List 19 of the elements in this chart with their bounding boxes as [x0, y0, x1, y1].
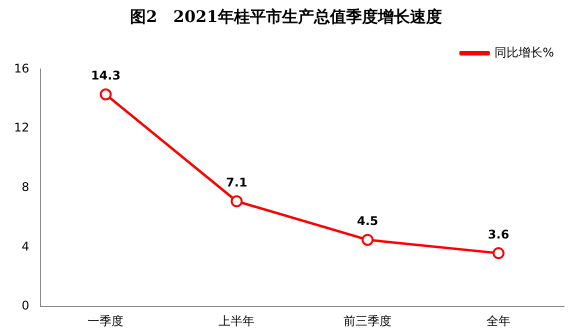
y-tick-label: 16	[14, 61, 30, 76]
point	[230, 195, 243, 208]
x-tick-label: 全年	[486, 314, 511, 328]
legend-label: 同比增长%	[494, 45, 554, 60]
data-label: 4.5	[356, 214, 378, 228]
point	[492, 247, 505, 260]
y-tick-label: 0	[22, 298, 30, 313]
y-tick-label: 8	[22, 180, 30, 194]
point	[100, 88, 112, 100]
x-tick-label: 前三季度	[344, 314, 392, 328]
data-label: 3.6	[488, 227, 510, 242]
y-tick-label: 4	[22, 239, 30, 254]
x-tick-label: 一季度	[88, 314, 124, 328]
x-tick-label: 上半年	[218, 314, 255, 328]
y-tick-label: 12	[14, 120, 30, 135]
point	[362, 234, 374, 246]
chart-title: 图2 2021年桂平市生产总值季度增长速度	[130, 6, 442, 26]
data-label: 7.1	[226, 175, 248, 190]
data-label: 14.3	[90, 68, 121, 83]
